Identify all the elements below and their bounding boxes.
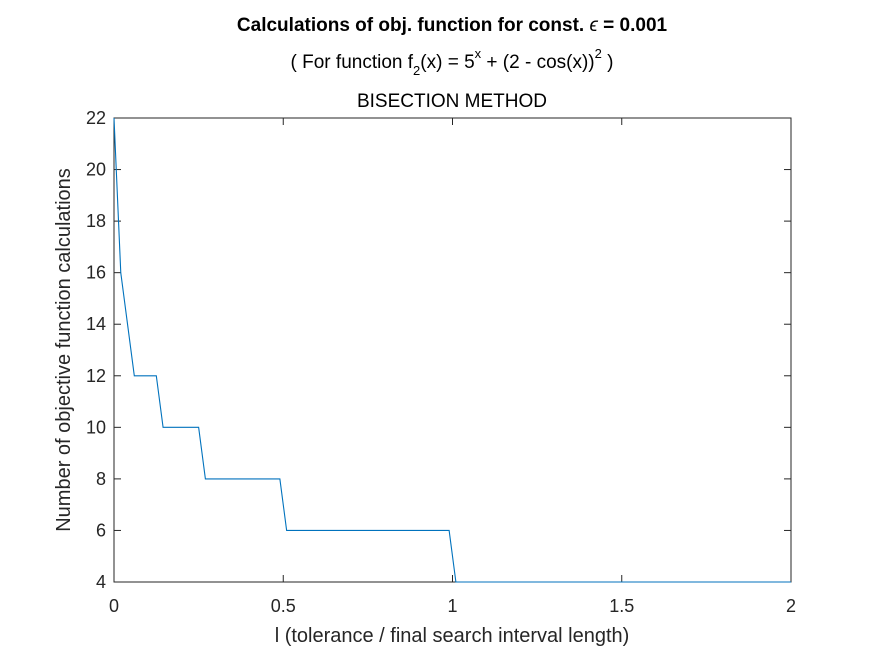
- chart-subtitle: ( For function f2(x) = 5x + (2 - cos(x))…: [291, 46, 614, 78]
- y-tick-label: 14: [86, 314, 106, 334]
- y-tick-label: 20: [86, 160, 106, 180]
- y-tick-label: 18: [86, 211, 106, 231]
- series-line: [113, 117, 791, 583]
- x-tick-label: 0.5: [271, 596, 296, 616]
- chart-title: Calculations of obj. function for const.…: [237, 15, 668, 36]
- y-tick-label: 4: [96, 572, 106, 592]
- y-tick-label: 16: [86, 263, 106, 283]
- tick-labels-layer: 0 0.5 1 1.5 2 4 6 8 10 12 14 16 18 20 22: [86, 108, 796, 616]
- y-tick-label: 10: [86, 417, 106, 437]
- x-tick-label: 0: [109, 596, 119, 616]
- x-axis-label: l (tolerance / final search interval len…: [275, 625, 630, 647]
- x-tick-label: 1.5: [609, 596, 634, 616]
- y-tick-label: 6: [96, 520, 106, 540]
- chart-method-title: BISECTION METHOD: [357, 91, 547, 112]
- y-axis-label: Number of objective function calculation…: [53, 168, 75, 532]
- x-tick-label: 2: [786, 596, 796, 616]
- y-tick-label: 12: [86, 366, 106, 386]
- axes-box: [113, 117, 792, 583]
- x-tick-label: 1: [447, 596, 457, 616]
- y-tick-label: 8: [96, 469, 106, 489]
- y-tick-label: 22: [86, 108, 106, 128]
